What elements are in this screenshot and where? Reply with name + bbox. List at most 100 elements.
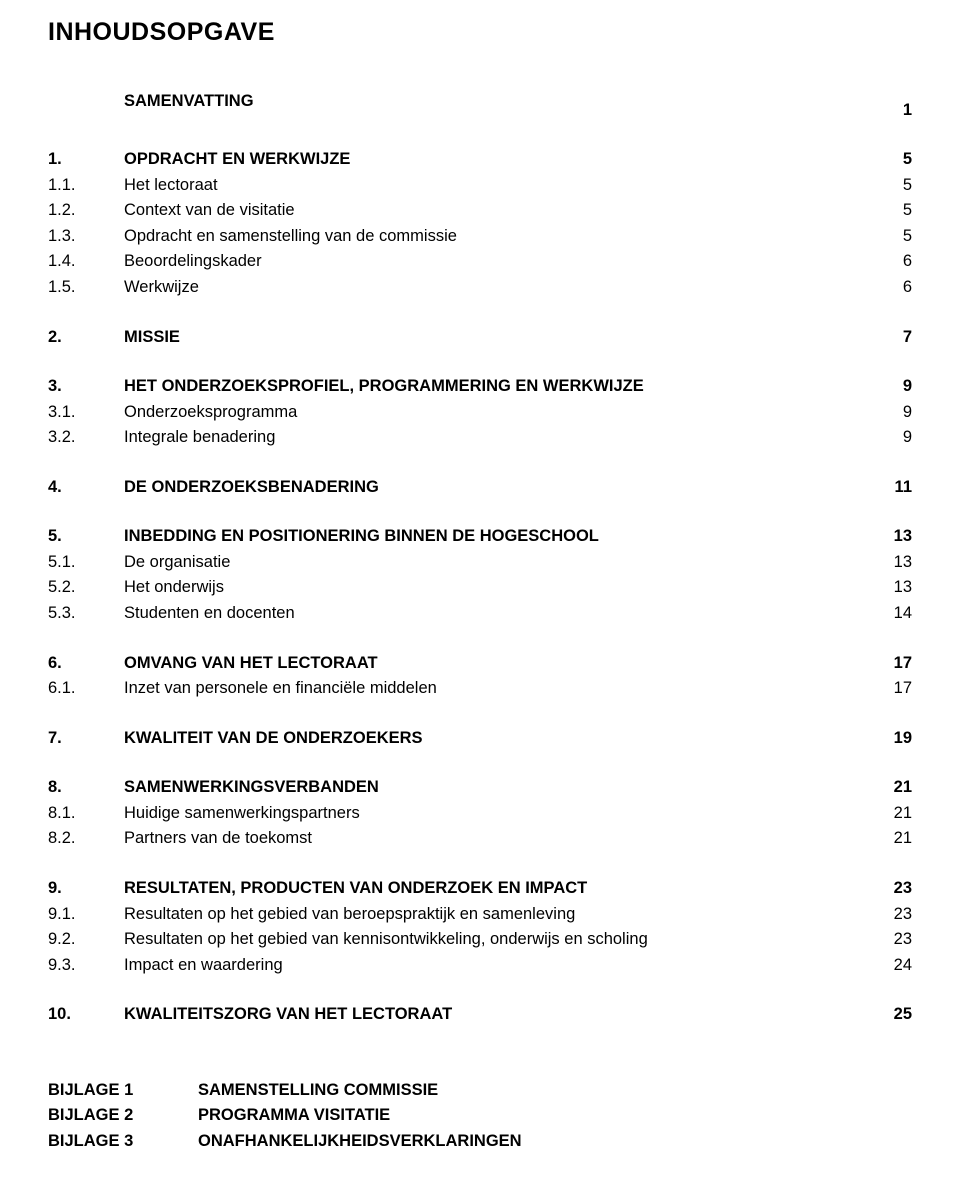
toc-row: 3.HET ONDERZOEKSPROFIEL, PROGRAMMERING E…	[48, 374, 912, 400]
toc-page: 9	[872, 425, 912, 451]
bijlage-number: BIJLAGE 2	[48, 1103, 198, 1129]
toc-number: 3.	[48, 374, 124, 400]
toc-row: 3.2.Integrale benadering9	[48, 425, 912, 451]
toc-page: 24	[872, 953, 912, 979]
toc-row: 6.1.Inzet van personele en financiële mi…	[48, 676, 912, 702]
toc-page: 13	[872, 575, 912, 601]
toc-page: 1	[872, 98, 912, 124]
toc-page: 17	[872, 676, 912, 702]
toc-page: 7	[872, 325, 912, 351]
bijlage-label: ONAFHANKELIJKHEIDSVERKLARINGEN	[198, 1129, 522, 1155]
bijlage-number: BIJLAGE 3	[48, 1129, 198, 1155]
toc-number: 3.1.	[48, 400, 124, 426]
toc-label: Onderzoeksprogramma	[124, 400, 297, 426]
toc-number: 5.	[48, 524, 124, 550]
toc-page: 23	[872, 902, 912, 928]
toc-label: Werkwijze	[124, 275, 199, 301]
toc-row: 8.2.Partners van de toekomst 21	[48, 826, 912, 852]
toc-row: 10.KWALITEITSZORG VAN HET LECTORAAT 25	[48, 1002, 912, 1028]
toc-row: 8.1.Huidige samenwerkingspartners 21	[48, 801, 912, 827]
toc-page: 9	[872, 374, 912, 400]
toc-row: 1.5.Werkwijze6	[48, 275, 912, 301]
toc-row: SAMENVATTING 1	[48, 89, 912, 123]
toc-number: 1.2.	[48, 198, 124, 224]
toc-row: 1.4.Beoordelingskader6	[48, 249, 912, 275]
toc-page: 5	[872, 224, 912, 250]
toc-page: 13	[872, 550, 912, 576]
toc-label: De organisatie	[124, 550, 230, 576]
toc-page: 5	[872, 147, 912, 173]
toc-label: HET ONDERZOEKSPROFIEL, PROGRAMMERING EN …	[124, 374, 644, 400]
toc-page: 21	[872, 775, 912, 801]
bijlage-row: BIJLAGE 1SAMENSTELLING COMMISSIE	[48, 1078, 912, 1104]
toc-label: Studenten en docenten	[124, 601, 295, 627]
toc-label: DE ONDERZOEKSBENADERING	[124, 475, 379, 501]
toc-number	[48, 89, 124, 115]
toc-number: 6.	[48, 651, 124, 677]
toc-number: 9.2.	[48, 927, 124, 953]
toc-row: 3.1.Onderzoeksprogramma 9	[48, 400, 912, 426]
toc-number: 9.1.	[48, 902, 124, 928]
toc-number: 8.2.	[48, 826, 124, 852]
toc-page: 9	[872, 400, 912, 426]
bijlage-number: BIJLAGE 1	[48, 1078, 198, 1104]
toc-row: 9.2.Resultaten op het gebied van kenniso…	[48, 927, 912, 953]
toc-label: Huidige samenwerkingspartners	[124, 801, 360, 827]
toc-page: 25	[872, 1002, 912, 1028]
toc-number: 10.	[48, 1002, 124, 1028]
toc-page: 17	[872, 651, 912, 677]
toc-number: 3.2.	[48, 425, 124, 451]
toc-label: Het lectoraat	[124, 173, 218, 199]
toc-label: Resultaten op het gebied van beroepsprak…	[124, 902, 575, 928]
toc-label: Partners van de toekomst	[124, 826, 312, 852]
toc-number: 1.1.	[48, 173, 124, 199]
toc-label: KWALITEITSZORG VAN HET LECTORAAT	[124, 1002, 452, 1028]
toc-row: 1.2.Context van de visitatie 5	[48, 198, 912, 224]
toc-number: 1.3.	[48, 224, 124, 250]
bijlage-row: BIJLAGE 2PROGRAMMA VISITATIE	[48, 1103, 912, 1129]
toc-row: 5.2.Het onderwijs13	[48, 575, 912, 601]
toc-number: 5.1.	[48, 550, 124, 576]
toc-label: RESULTATEN, PRODUCTEN VAN ONDERZOEK EN I…	[124, 876, 587, 902]
toc-row: 5.1.De organisatie 13	[48, 550, 912, 576]
bijlage-row: BIJLAGE 3ONAFHANKELIJKHEIDSVERKLARINGEN	[48, 1129, 912, 1155]
toc-label: KWALITEIT VAN DE ONDERZOEKERS	[124, 726, 423, 752]
toc-label: SAMENWERKINGSVERBANDEN	[124, 775, 379, 801]
toc-number: 9.	[48, 876, 124, 902]
toc-number: 8.	[48, 775, 124, 801]
page-title: INHOUDSOPGAVE	[48, 18, 912, 47]
toc-number: 2.	[48, 325, 124, 351]
toc-label: MISSIE	[124, 325, 180, 351]
toc-number: 9.3.	[48, 953, 124, 979]
toc-page: 6	[872, 249, 912, 275]
toc-row: 9.1.Resultaten op het gebied van beroeps…	[48, 902, 912, 928]
toc-number: 1.	[48, 147, 124, 173]
toc-number: 5.3.	[48, 601, 124, 627]
toc-label: OMVANG VAN HET LECTORAAT	[124, 651, 378, 677]
toc-row: 1.1.Het lectoraat 5	[48, 173, 912, 199]
toc-row: 1.3.Opdracht en samenstelling van de com…	[48, 224, 912, 250]
toc-page: 13	[872, 524, 912, 550]
bijlagen-list: BIJLAGE 1SAMENSTELLING COMMISSIEBIJLAGE …	[48, 1078, 912, 1155]
bijlage-label: SAMENSTELLING COMMISSIE	[198, 1078, 438, 1104]
toc-page: 14	[872, 601, 912, 627]
toc-label: Opdracht en samenstelling van de commiss…	[124, 224, 457, 250]
toc-number: 4.	[48, 475, 124, 501]
toc-list: SAMENVATTING11.OPDRACHT EN WERKWIJZE51.1…	[48, 89, 912, 1028]
toc-row: 7.KWALITEIT VAN DE ONDERZOEKERS19	[48, 726, 912, 752]
toc-row: 5.3.Studenten en docenten 14	[48, 601, 912, 627]
toc-row: 9.3.Impact en waardering24	[48, 953, 912, 979]
toc-label: SAMENVATTING	[124, 89, 254, 115]
toc-number: 6.1.	[48, 676, 124, 702]
toc-page: 5	[872, 173, 912, 199]
toc-page: 21	[872, 826, 912, 852]
toc-label: Context van de visitatie	[124, 198, 295, 224]
toc-row: 5.INBEDDING EN POSITIONERING BINNEN DE H…	[48, 524, 912, 550]
toc-row: 4.DE ONDERZOEKSBENADERING11	[48, 475, 912, 501]
toc-label: Het onderwijs	[124, 575, 224, 601]
toc-page: 5	[872, 198, 912, 224]
toc-number: 8.1.	[48, 801, 124, 827]
toc-number: 1.5.	[48, 275, 124, 301]
toc-row: 2.MISSIE 7	[48, 325, 912, 351]
toc-page: 21	[872, 801, 912, 827]
